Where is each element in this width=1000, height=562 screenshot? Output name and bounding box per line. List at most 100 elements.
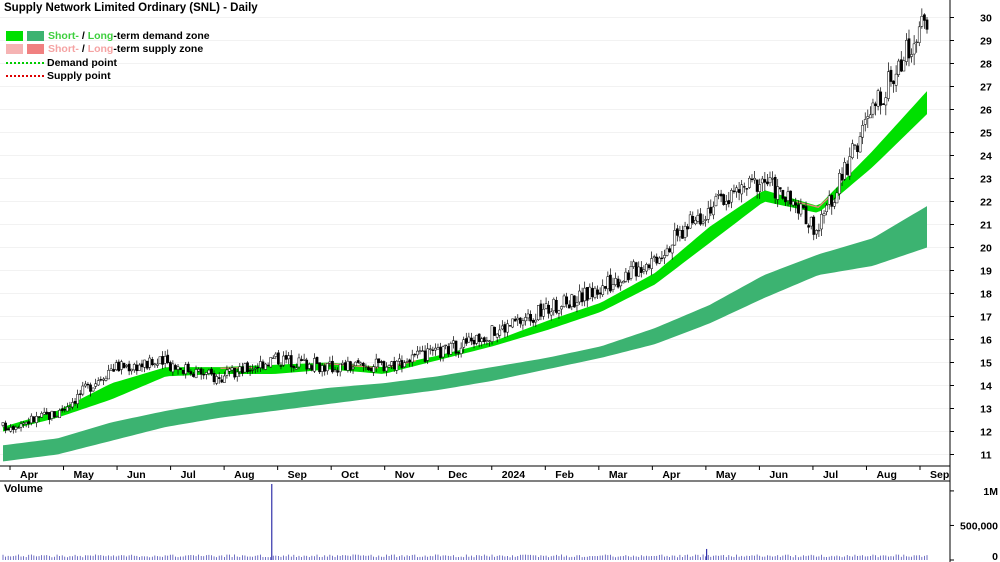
candle xyxy=(567,300,571,309)
candle xyxy=(89,382,92,397)
candle xyxy=(912,35,916,66)
candle xyxy=(168,360,172,372)
candle xyxy=(266,362,270,368)
volume-label: Volume xyxy=(4,483,43,495)
candle xyxy=(225,365,229,379)
candle xyxy=(277,349,280,366)
demand-point-swatch xyxy=(6,61,44,64)
candle xyxy=(338,363,342,377)
candle xyxy=(887,62,890,102)
candle xyxy=(771,171,774,186)
candle xyxy=(264,362,267,371)
candle xyxy=(336,367,339,377)
candle xyxy=(897,58,901,78)
candle xyxy=(902,56,906,72)
candle xyxy=(583,281,587,307)
candle xyxy=(359,361,363,366)
candle xyxy=(122,362,126,369)
candle xyxy=(704,215,708,227)
candle xyxy=(925,16,929,34)
candle xyxy=(120,359,123,375)
x-tick-label: Feb xyxy=(555,469,574,481)
candle xyxy=(19,421,23,432)
x-tick-label: Sep xyxy=(930,469,949,481)
candle xyxy=(724,194,728,211)
candle xyxy=(714,193,718,207)
candle xyxy=(611,277,615,293)
candle xyxy=(899,51,903,73)
candle xyxy=(192,371,195,378)
candle xyxy=(410,349,414,367)
candle xyxy=(109,364,113,371)
candle xyxy=(295,363,298,370)
candle xyxy=(591,282,594,302)
candle xyxy=(138,363,141,371)
candle xyxy=(565,292,569,308)
candle xyxy=(271,355,275,359)
candle xyxy=(923,13,926,29)
candle xyxy=(140,359,144,372)
candle xyxy=(475,334,478,346)
candle xyxy=(181,369,185,376)
candle xyxy=(282,351,285,367)
candle xyxy=(629,260,633,281)
candle xyxy=(596,285,599,300)
candle xyxy=(24,421,28,428)
candle xyxy=(706,200,710,224)
candle xyxy=(367,365,370,371)
candle xyxy=(675,224,679,242)
y-tick-label: 26 xyxy=(980,105,992,117)
candle xyxy=(405,358,409,363)
candle xyxy=(480,336,484,347)
candle xyxy=(511,318,514,329)
candle xyxy=(408,358,412,367)
candle xyxy=(609,268,612,294)
candle xyxy=(560,305,563,316)
candle xyxy=(699,208,702,226)
y-tick-label: 27 xyxy=(980,82,992,94)
candle xyxy=(150,356,154,367)
candle xyxy=(222,371,226,383)
candle xyxy=(32,416,36,424)
y-tick-label: 21 xyxy=(980,220,992,232)
legend-demand-point-label: Demand point xyxy=(47,56,117,69)
candle xyxy=(627,270,630,283)
chart-title: Supply Network Limited Ordinary (SNL) - … xyxy=(4,2,258,14)
x-tick-label: Aug xyxy=(234,469,254,481)
candle xyxy=(832,197,836,210)
candle xyxy=(398,353,401,367)
x-tick-label: Oct xyxy=(341,469,359,481)
candle xyxy=(537,304,540,321)
candle xyxy=(71,398,74,410)
candle xyxy=(202,368,206,380)
candle xyxy=(349,360,352,373)
candle xyxy=(712,201,715,220)
candle xyxy=(94,378,98,389)
y-tick-label: 29 xyxy=(980,36,992,48)
candle xyxy=(735,185,738,198)
candle xyxy=(722,193,726,206)
candle xyxy=(302,353,306,362)
candle xyxy=(642,265,646,275)
candle xyxy=(102,377,105,385)
candle xyxy=(555,296,558,315)
y-tick-label: 12 xyxy=(980,427,992,439)
candle xyxy=(297,353,301,370)
candle xyxy=(601,279,605,297)
candle xyxy=(11,425,15,434)
candle xyxy=(799,198,803,217)
candle xyxy=(161,351,164,370)
candle xyxy=(58,408,61,419)
candle xyxy=(889,66,893,87)
candle xyxy=(380,359,383,366)
candle xyxy=(719,189,723,203)
candle xyxy=(598,287,602,299)
candle xyxy=(593,286,597,300)
candle xyxy=(243,362,247,373)
candle xyxy=(786,186,790,207)
candle xyxy=(454,340,458,357)
candle xyxy=(251,364,255,374)
candle xyxy=(663,249,666,265)
x-tick-label: Aug xyxy=(876,469,896,481)
candle xyxy=(343,359,347,371)
